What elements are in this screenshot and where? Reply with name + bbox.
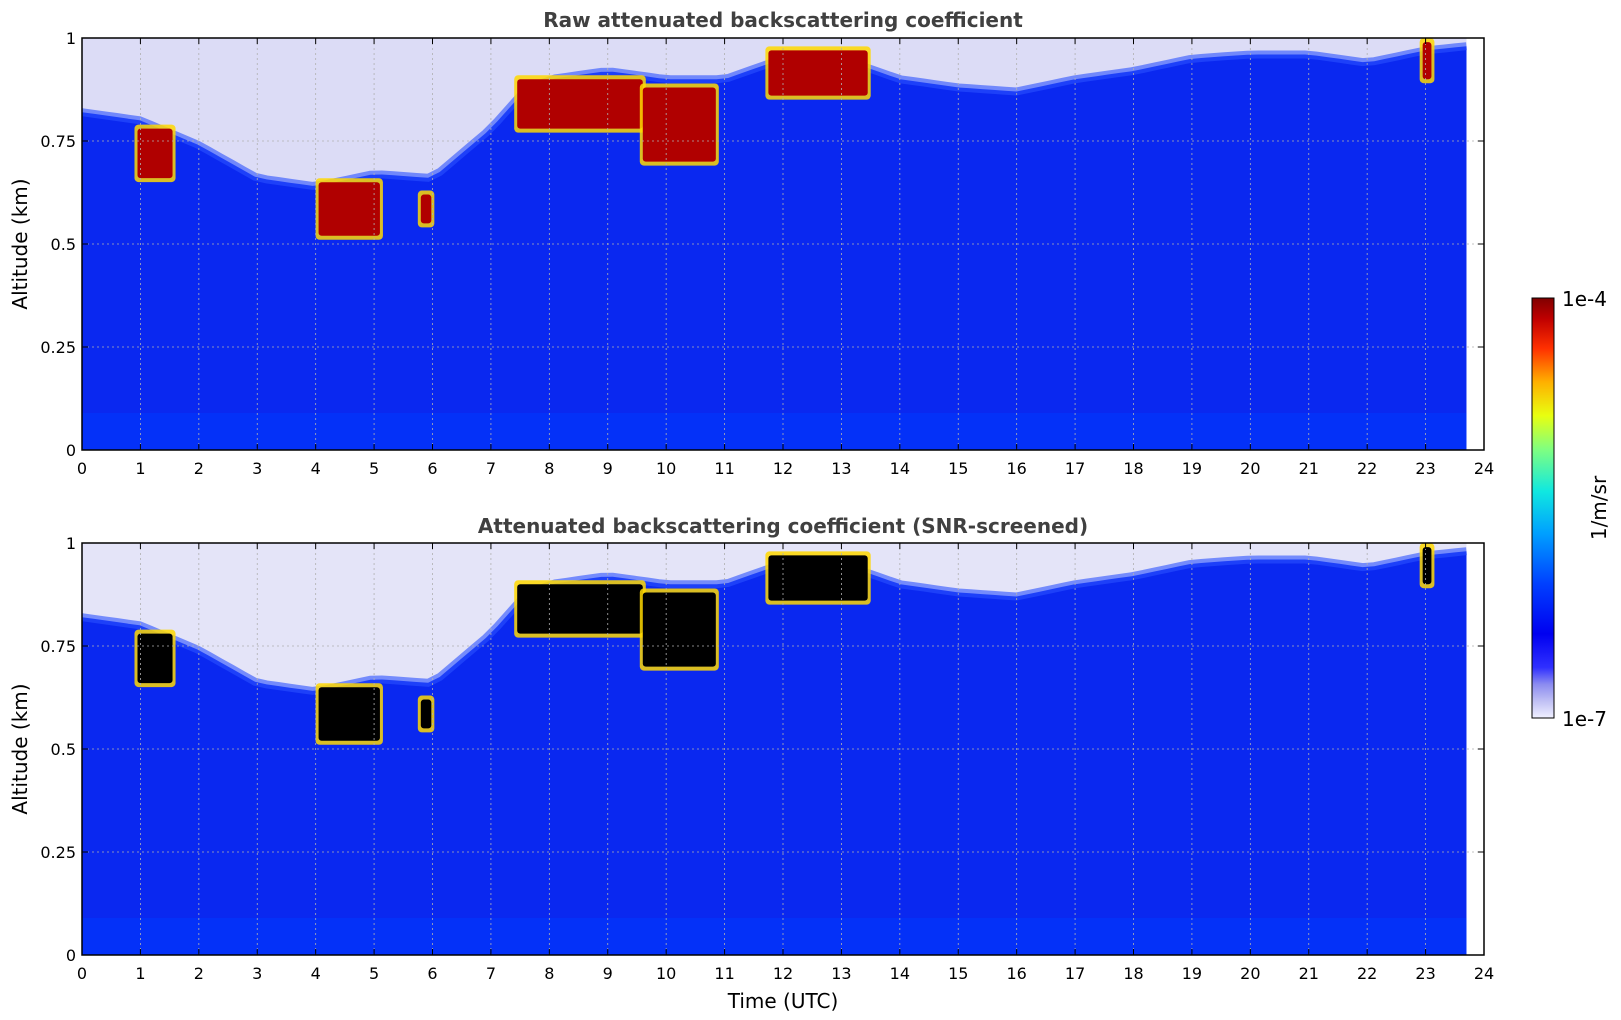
x-tick-label: 14: [890, 964, 910, 983]
cloud-layer: [768, 50, 868, 96]
x-tick-label: 11: [714, 964, 734, 983]
x-tick-label: 20: [1240, 964, 1260, 983]
x-tick-label: 21: [1299, 964, 1319, 983]
x-tick-label: 23: [1415, 964, 1435, 983]
x-tick-label: 11: [714, 459, 734, 478]
x-tick-label: 1: [135, 964, 145, 983]
x-tick-label: 19: [1182, 459, 1202, 478]
x-tick-label: 0: [77, 964, 87, 983]
cloud-layer: [642, 87, 716, 162]
y-tick-label: 0: [66, 946, 76, 965]
x-tick-label: 10: [656, 964, 676, 983]
cloud-layer: [642, 592, 716, 667]
cloud-layer: [517, 79, 643, 129]
x-tick-label: 13: [831, 459, 851, 478]
axis-ticks: 0 1 2 3 4 5 6 7 8 9 10 11 12 13 14 15 16 17 18 19 20 21 22 23 24…: [40, 29, 1494, 478]
colorbar-min-label: 1e-7: [1562, 707, 1607, 731]
colorbar: 1e-4 1e-7 1/m/sr: [1531, 287, 1611, 731]
y-tick-label: 1: [66, 29, 76, 48]
y-tick-label: 1: [66, 534, 76, 553]
x-tick-label: 2: [194, 459, 204, 478]
x-tick-label: 7: [486, 964, 496, 983]
x-tick-label: 1: [135, 459, 145, 478]
x-tick-label: 5: [369, 964, 379, 983]
x-axis-label: Time (UTC): [727, 989, 839, 1013]
x-tick-label: 18: [1123, 459, 1143, 478]
x-tick-label: 17: [1065, 459, 1085, 478]
x-tick-label: 5: [369, 459, 379, 478]
x-tick-label: 9: [603, 964, 613, 983]
surface-layer: [82, 917, 1467, 955]
boundary-layer: [82, 551, 1467, 955]
cloud-layer: [137, 128, 173, 179]
x-tick-label: 13: [831, 964, 851, 983]
y-axis-label: Altitude (km): [8, 178, 32, 309]
y-axis-label: Altitude (km): [8, 683, 32, 814]
x-tick-label: 3: [252, 459, 262, 478]
y-tick-label: 0.75: [40, 637, 76, 656]
x-tick-label: 2: [194, 964, 204, 983]
x-tick-label: 0: [77, 459, 87, 478]
colorbar-max-label: 1e-4: [1562, 287, 1607, 311]
cloud-layer: [318, 182, 380, 236]
cloud-layer: [1422, 547, 1432, 585]
x-tick-label: 8: [544, 964, 554, 983]
panel-snr-screened: Attenuated backscattering coefficient (S…: [8, 514, 1494, 1013]
cloud-layer: [768, 555, 868, 601]
x-tick-label: 15: [948, 459, 968, 478]
x-tick-label: 16: [1006, 459, 1026, 478]
y-tick-label: 0: [66, 441, 76, 460]
y-tick-label: 0.75: [40, 132, 76, 151]
surface-layer: [82, 412, 1467, 450]
x-tick-label: 19: [1182, 964, 1202, 983]
x-tick-label: 9: [603, 459, 613, 478]
x-tick-label: 14: [890, 459, 910, 478]
x-tick-label: 8: [544, 459, 554, 478]
x-tick-label: 24: [1474, 459, 1494, 478]
x-tick-label: 7: [486, 459, 496, 478]
x-tick-label: 12: [773, 964, 793, 983]
x-tick-label: 6: [427, 964, 437, 983]
boundary-layer: [82, 46, 1467, 450]
grid: [82, 38, 1484, 450]
cloud-layer: [517, 584, 643, 634]
colorbar-gradient: [1531, 297, 1555, 719]
x-tick-label: 15: [948, 964, 968, 983]
cloud-layer: [420, 699, 432, 729]
grid: [82, 543, 1484, 955]
x-tick-label: 12: [773, 459, 793, 478]
cloud-layer: [1422, 42, 1432, 80]
x-tick-label: 17: [1065, 964, 1085, 983]
x-tick-label: 20: [1240, 459, 1260, 478]
x-tick-label: 24: [1474, 964, 1494, 983]
chart-title: Raw attenuated backscattering coefficien…: [543, 8, 1023, 32]
x-tick-label: 22: [1357, 964, 1377, 983]
heatmap: [81, 38, 1467, 450]
axis-ticks: 0 1 2 3 4 5 6 7 8 9 10 11 12 13 14 15 16 17 18 19 20 21 22 23 24…: [40, 534, 1494, 983]
x-tick-label: 4: [311, 459, 321, 478]
panel-raw: Raw attenuated backscattering coefficien…: [8, 8, 1494, 478]
heatmap: [81, 543, 1467, 955]
x-tick-label: 22: [1357, 459, 1377, 478]
x-tick-label: 10: [656, 459, 676, 478]
y-tick-label: 0.25: [40, 843, 76, 862]
y-tick-label: 0.25: [40, 338, 76, 357]
x-tick-label: 23: [1415, 459, 1435, 478]
x-tick-label: 16: [1006, 964, 1026, 983]
colorbar-unit-label: 1/m/sr: [1587, 475, 1611, 540]
x-tick-label: 18: [1123, 964, 1143, 983]
y-tick-label: 0.5: [51, 740, 76, 759]
cloud-layer: [420, 194, 432, 224]
cloud-layer: [318, 687, 380, 741]
cloud-layer: [137, 633, 173, 684]
x-tick-label: 21: [1299, 459, 1319, 478]
x-tick-label: 6: [427, 459, 437, 478]
x-tick-label: 4: [311, 964, 321, 983]
y-tick-label: 0.5: [51, 235, 76, 254]
x-tick-label: 3: [252, 964, 262, 983]
chart-title: Attenuated backscattering coefficient (S…: [478, 514, 1088, 538]
